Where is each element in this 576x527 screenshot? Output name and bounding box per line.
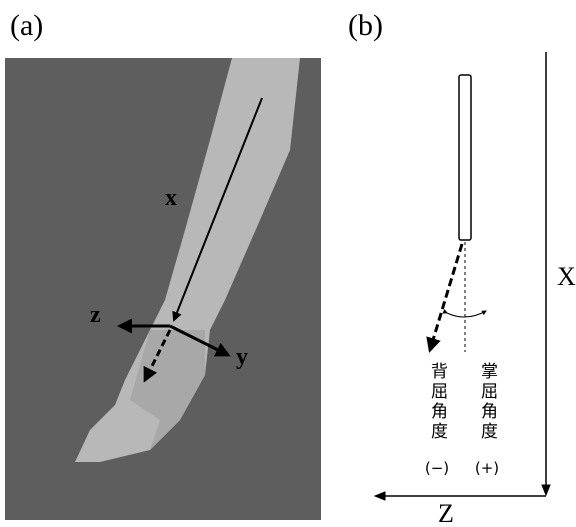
- figure: (a) (b) x z y X Z 背屈角度 掌屈角度 (−) (+): [0, 0, 576, 527]
- axis-label: z: [90, 302, 101, 328]
- photo: [5, 58, 321, 520]
- panel-label: (b): [348, 9, 383, 42]
- angle-label: 背屈角度: [427, 362, 448, 442]
- page: {"panel_a": {"label": "(a)", "axis_x": "…: [0, 0, 576, 527]
- diagram: [376, 52, 546, 496]
- panel-label: (a): [10, 9, 43, 42]
- sign-label: (+): [475, 459, 499, 477]
- axis-label: y: [236, 344, 248, 370]
- angle-label: 掌屈角度: [477, 362, 498, 442]
- sign-label: (−): [425, 459, 449, 477]
- axis-label: x: [165, 185, 177, 211]
- axis-label: X: [557, 262, 576, 291]
- axis-label: Z: [438, 499, 454, 527]
